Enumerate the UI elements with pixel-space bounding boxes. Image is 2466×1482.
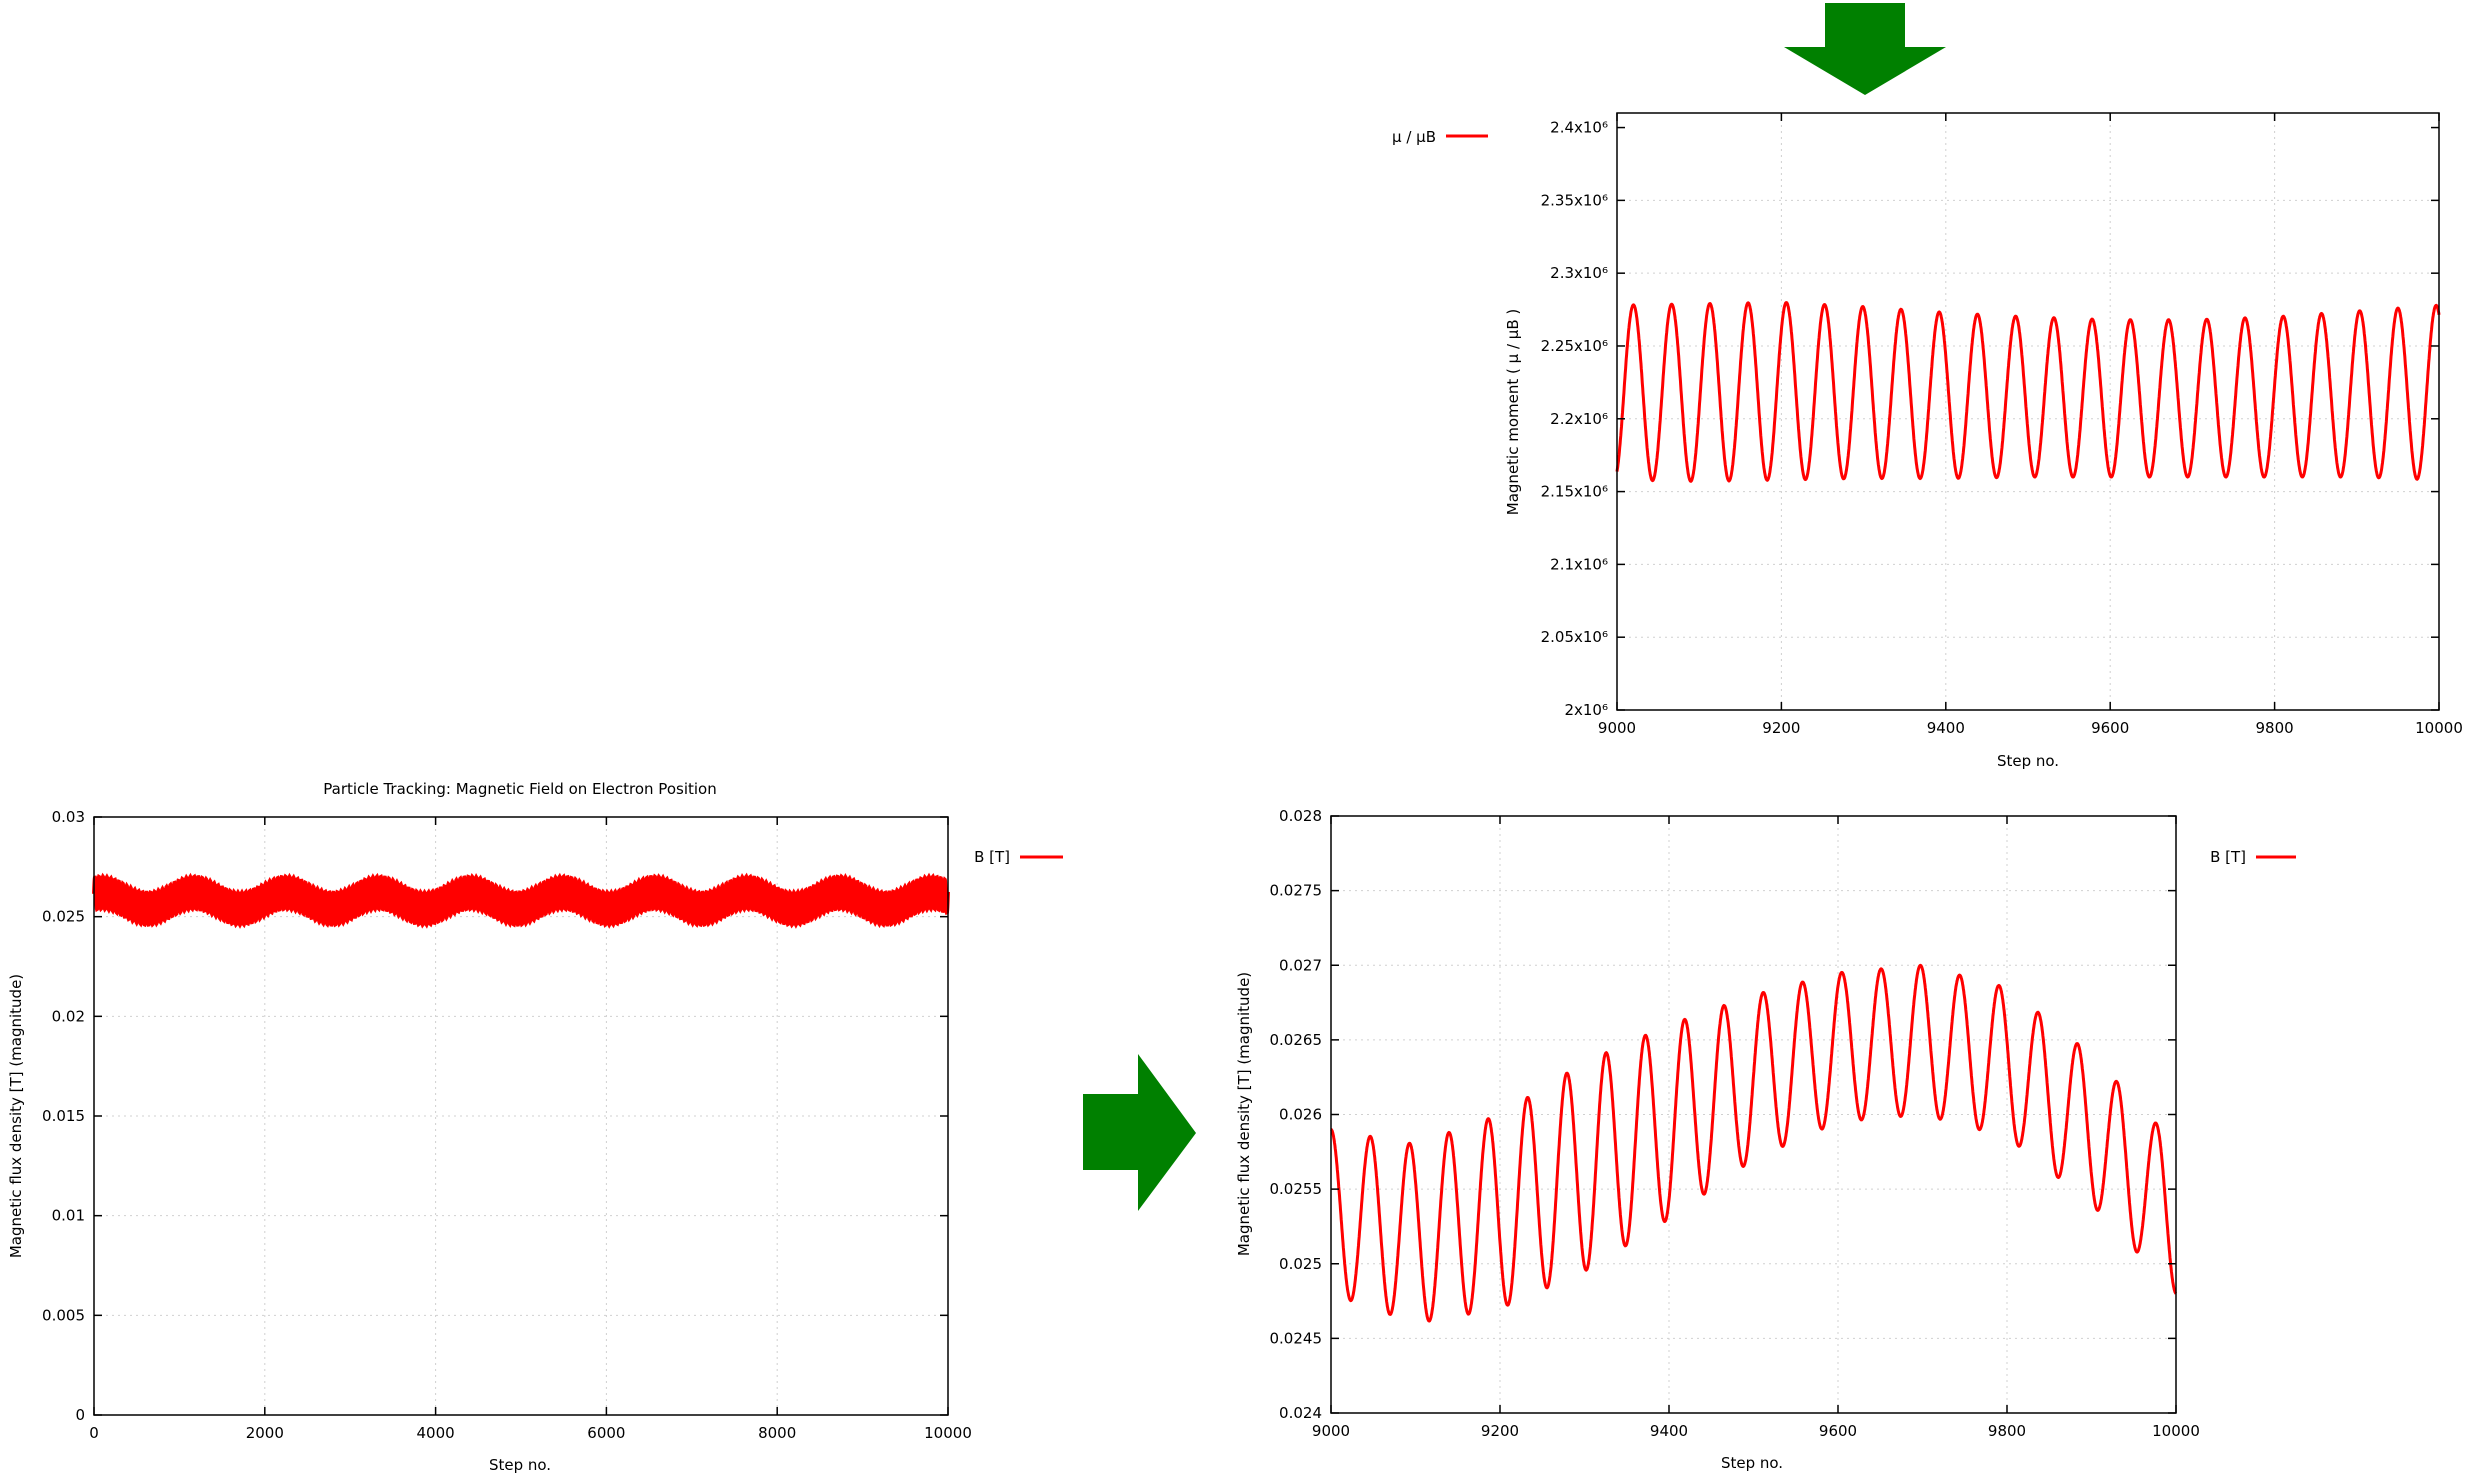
moment-x-axis-label: Step no. xyxy=(1997,752,2059,770)
y-tick-label: 0.0275 xyxy=(1270,882,1323,900)
x-tick-label: 9000 xyxy=(1312,1422,1350,1440)
y-tick-label: 2.2x10⁶ xyxy=(1550,410,1608,428)
zoom-legend-label: B [T] xyxy=(2210,848,2246,866)
y-tick-label: 0.025 xyxy=(42,908,85,926)
y-tick-label: 0.0255 xyxy=(1270,1180,1323,1198)
x-tick-label: 10000 xyxy=(924,1424,972,1442)
zoom-y-axis-label: Magnetic flux density [T] (magnitude) xyxy=(1235,972,1253,1256)
y-tick-label: 2.25x10⁶ xyxy=(1541,337,1608,355)
x-tick-label: 9800 xyxy=(1988,1422,2026,1440)
y-tick-label: 2.1x10⁶ xyxy=(1550,555,1608,573)
right-arrow-icon xyxy=(1083,1054,1196,1211)
moment-y-axis-label: Magnetic moment ( μ / μB ) xyxy=(1504,309,1522,515)
x-tick-label: 9000 xyxy=(1598,719,1636,737)
y-tick-label: 0.0265 xyxy=(1270,1031,1323,1049)
y-tick-label: 2.3x10⁶ xyxy=(1550,264,1608,282)
x-tick-label: 9600 xyxy=(2091,719,2129,737)
moment-legend: μ / μB xyxy=(1392,128,1488,146)
x-tick-label: 8000 xyxy=(758,1424,796,1442)
x-tick-label: 10000 xyxy=(2152,1422,2200,1440)
x-tick-label: 9600 xyxy=(1819,1422,1857,1440)
overview-x-axis-label: Step no. xyxy=(489,1456,551,1474)
y-tick-label: 0.028 xyxy=(1279,807,1322,825)
y-tick-label: 0 xyxy=(75,1406,85,1424)
y-tick-label: 0.027 xyxy=(1279,956,1322,974)
y-tick-label: 0.005 xyxy=(42,1306,85,1324)
y-tick-label: 0.01 xyxy=(52,1207,85,1225)
y-tick-label: 0.015 xyxy=(42,1107,85,1125)
moment-series-line xyxy=(1615,301,2441,483)
x-tick-label: 6000 xyxy=(587,1424,625,1442)
x-tick-label: 9200 xyxy=(1762,719,1800,737)
x-tick-label: 4000 xyxy=(417,1424,455,1442)
zoom-series-line xyxy=(1330,963,2178,1323)
x-tick-label: 0 xyxy=(89,1424,99,1442)
overview-legend: B [T] xyxy=(974,848,1063,866)
y-tick-label: 0.026 xyxy=(1279,1106,1322,1124)
magnetic-moment-chart: 9000 9200 9400 9600 9800 10000 2x10⁶ 2.05x10⁶ 2.… xyxy=(1392,112,2463,770)
x-tick-label: 9200 xyxy=(1481,1422,1519,1440)
x-tick-label: 10000 xyxy=(2415,719,2463,737)
zoom-axis-ticks: 9000 9200 9400 9600 9800 10000 0.024 0.0245 0.02… xyxy=(1270,807,2200,1440)
zoom-legend: B [T] xyxy=(2210,848,2296,866)
y-tick-label: 0.025 xyxy=(1279,1255,1322,1273)
overview-series-line xyxy=(92,872,950,929)
y-tick-label: 2.35x10⁶ xyxy=(1541,191,1608,209)
x-tick-label: 2000 xyxy=(246,1424,284,1442)
overview-axis-ticks: 0 2000 4000 6000 8000 10000 0 0.005 0.01 0.015 0.0… xyxy=(42,808,972,1442)
x-tick-label: 9800 xyxy=(2256,719,2294,737)
down-arrow-icon xyxy=(1784,3,1946,95)
overview-flux-chart: Particle Tracking: Magnetic Field on Ele… xyxy=(7,780,1063,1474)
x-tick-label: 9400 xyxy=(1650,1422,1688,1440)
y-tick-label: 2.4x10⁶ xyxy=(1550,119,1608,137)
moment-plot-frame xyxy=(1616,112,2440,711)
y-tick-label: 0.02 xyxy=(52,1007,85,1025)
moment-legend-label: μ / μB xyxy=(1392,128,1436,146)
y-tick-label: 0.024 xyxy=(1279,1404,1322,1422)
y-tick-label: 2.15x10⁶ xyxy=(1541,483,1608,501)
y-tick-label: 2.05x10⁶ xyxy=(1541,628,1608,646)
overview-y-axis-label: Magnetic flux density [T] (magnitude) xyxy=(7,974,25,1258)
zoomed-flux-chart: 9000 9200 9400 9600 9800 10000 0.024 0.0245 0.02… xyxy=(1235,807,2296,1472)
y-tick-label: 0.0245 xyxy=(1270,1329,1323,1347)
x-tick-label: 9400 xyxy=(1927,719,1965,737)
moment-grid xyxy=(1617,113,2439,710)
moment-axis-ticks: 9000 9200 9400 9600 9800 10000 2x10⁶ 2.05x10⁶ 2.… xyxy=(1541,113,2463,737)
y-tick-label: 0.03 xyxy=(52,808,85,826)
zoom-x-axis-label: Step no. xyxy=(1721,1454,1783,1472)
overview-legend-label: B [T] xyxy=(974,848,1010,866)
overview-chart-title: Particle Tracking: Magnetic Field on Ele… xyxy=(323,780,716,798)
y-tick-label: 2x10⁶ xyxy=(1564,701,1608,719)
